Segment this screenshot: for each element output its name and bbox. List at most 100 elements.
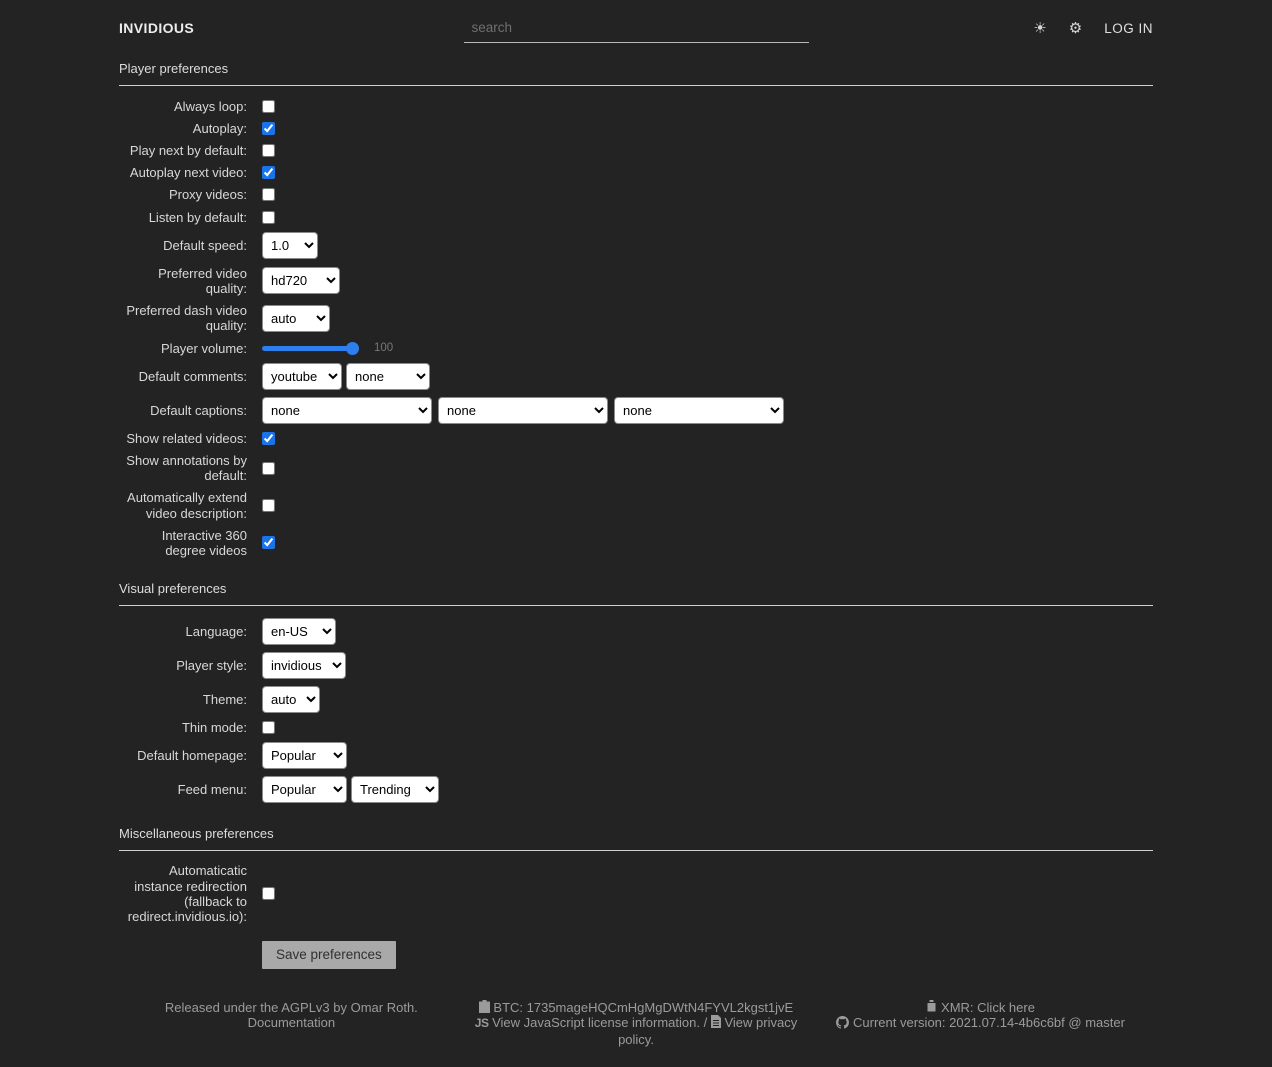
pref-row-default-homepage: Default homepage: Popular [119, 739, 1153, 773]
login-link[interactable]: LOG IN [1104, 20, 1153, 36]
pref-row-autoplay-next: Autoplay next video: [119, 162, 1153, 184]
proxy-videos-checkbox[interactable] [262, 188, 275, 202]
player-volume-value: 100 [374, 342, 394, 355]
navbar-right: ☀ ⚙ LOG IN [809, 21, 1154, 36]
default-comments-select-2[interactable]: none [346, 362, 430, 390]
pref-row-annotations: Show annotations by default: [119, 449, 1153, 486]
pref-row-listen: Listen by default: [119, 206, 1153, 228]
page-container: INVIDIOUS ☀ ⚙ LOG IN Player preferences … [119, 0, 1153, 1067]
autoplay-checkbox[interactable] [262, 121, 275, 135]
theme-label: Theme: [202, 692, 247, 708]
listen-checkbox[interactable] [262, 210, 275, 224]
feed-menu-label: Feed menu: [177, 782, 247, 798]
top-navbar: INVIDIOUS ☀ ⚙ LOG IN [119, 0, 1154, 43]
pref-row-auto-redirect: Automaticatic instance redirection (fall… [119, 860, 1153, 928]
wallet-icon [926, 999, 937, 1013]
pref-row-thin-mode: Thin mode: [119, 717, 1153, 739]
misc-preferences-section: Automaticatic instance redirection (fall… [119, 851, 1153, 969]
section-title-visual-preferences: Visual preferences [119, 579, 1153, 606]
autoplay-next-label: Autoplay next video: [129, 165, 247, 181]
default-speed-select[interactable]: 1.0 [262, 231, 318, 259]
footer-license-text: Released under the AGPLv3 by Omar Roth. [164, 999, 418, 1015]
auto-redirect-label: Automaticatic instance redirection (fall… [127, 863, 247, 924]
language-label: Language: [185, 624, 247, 640]
version-link[interactable]: Current version: 2021.07.14-4b6c6bf @ ma… [853, 1015, 1125, 1031]
theme-toggle-sun-icon[interactable]: ☀ [1033, 19, 1047, 37]
documentation-link[interactable]: Documentation [247, 1015, 336, 1031]
extend-description-label: Automatically extend video description: [127, 490, 247, 521]
play-next-checkbox[interactable] [262, 144, 275, 157]
default-captions-select-1[interactable]: none [262, 396, 432, 424]
proxy-videos-label: Proxy videos: [168, 187, 247, 203]
dash-quality-select[interactable]: auto [262, 304, 330, 332]
visual-preferences-section: Language: en-US Player style: invidious … [119, 606, 1153, 807]
vr-mode-label: Interactive 360 degree videos [161, 527, 247, 558]
btc-address-text: BTC: 1735mageHQCmHgMgDWtN4FYVL2kgst1jvE [493, 999, 794, 1015]
default-speed-label: Default speed: [163, 237, 247, 253]
thin-mode-checkbox[interactable] [262, 721, 275, 735]
default-comments-select-1[interactable]: youtube [262, 362, 342, 390]
invidious-logo[interactable]: INVIDIOUS [119, 20, 195, 36]
pref-row-feed-menu: Feed menu: Popular Trending [119, 773, 1153, 807]
pref-row-language: Language: en-US [119, 615, 1153, 649]
player-style-label: Player style: [176, 658, 247, 674]
pref-row-autoplay: Autoplay: [119, 117, 1153, 139]
theme-select[interactable]: auto [262, 686, 320, 714]
auto-redirect-checkbox[interactable] [262, 887, 275, 901]
vr-mode-checkbox[interactable] [262, 536, 275, 550]
player-volume-slider[interactable] [262, 345, 359, 351]
default-captions-select-2[interactable]: none [438, 396, 608, 424]
annotations-label: Show annotations by default: [126, 452, 247, 484]
save-preferences-button[interactable]: Save preferences [262, 940, 396, 969]
preferences-gear-icon[interactable]: ⚙ [1068, 19, 1083, 37]
listen-label: Listen by default: [148, 209, 247, 225]
extend-description-checkbox[interactable] [262, 499, 275, 513]
clipboard-icon [478, 999, 490, 1013]
pref-row-play-next: Play next by default: [119, 139, 1153, 161]
js-license-link[interactable]: View JavaScript license information. [492, 1015, 700, 1031]
pref-row-player-style: Player style: invidious [119, 649, 1153, 683]
always-loop-checkbox[interactable] [262, 99, 275, 113]
autoplay-label: Autoplay: [192, 120, 247, 136]
xmr-label-text: XMR: [941, 999, 974, 1015]
pref-row-video-quality: Preferred video quality: hd720 [119, 262, 1153, 299]
footer-separator: / [703, 1015, 708, 1031]
footer-donate-column: BTC: 1735mageHQCmHgMgDWtN4FYVL2kgst1jvE … [464, 999, 809, 1048]
player-preferences-section: Always loop: Autoplay: Play next by defa… [119, 86, 1153, 562]
related-videos-label: Show related videos: [126, 430, 247, 446]
javascript-icon: JS [474, 1016, 489, 1031]
pref-row-proxy-videos: Proxy videos: [119, 184, 1153, 206]
autoplay-next-checkbox[interactable] [262, 166, 275, 180]
pref-row-player-volume: Player volume: 100 [119, 337, 1153, 359]
pref-row-vr-mode: Interactive 360 degree videos [119, 524, 1153, 561]
player-volume-label: Player volume: [161, 340, 247, 356]
search-input[interactable] [463, 13, 809, 43]
language-select[interactable]: en-US [262, 618, 336, 646]
save-row: Save preferences [262, 940, 1153, 969]
footer-license-column: Released under the AGPLv3 by Omar Roth. … [119, 1000, 464, 1048]
default-homepage-label: Default homepage: [137, 748, 247, 764]
default-homepage-select[interactable]: Popular [262, 742, 347, 770]
navbar-left: INVIDIOUS [119, 20, 464, 36]
video-quality-label: Preferred video quality: [158, 265, 247, 296]
pref-row-default-captions: Default captions: none none none [119, 393, 1153, 427]
pref-row-default-comments: Default comments: youtube none [119, 359, 1153, 393]
pref-row-related-videos: Show related videos: [119, 427, 1153, 449]
file-alt-icon [710, 1015, 721, 1029]
default-captions-select-3[interactable]: none [614, 396, 784, 424]
annotations-checkbox[interactable] [262, 461, 275, 475]
play-next-label: Play next by default: [129, 142, 247, 158]
xmr-click-here-link[interactable]: Click here [977, 999, 1035, 1015]
feed-menu-select-1[interactable]: Popular [262, 776, 347, 804]
always-loop-label: Always loop: [174, 98, 247, 114]
feed-menu-select-2[interactable]: Trending [351, 776, 439, 804]
default-comments-label: Default comments: [138, 368, 247, 384]
thin-mode-label: Thin mode: [181, 720, 247, 736]
video-quality-select[interactable]: hd720 [262, 267, 340, 295]
related-videos-checkbox[interactable] [262, 431, 275, 445]
default-captions-label: Default captions: [150, 402, 247, 418]
github-icon [836, 1016, 850, 1029]
player-style-select[interactable]: invidious [262, 652, 346, 680]
pref-row-extend-description: Automatically extend video description: [119, 487, 1153, 524]
section-title-misc-preferences: Miscellaneous preferences [119, 824, 1153, 851]
